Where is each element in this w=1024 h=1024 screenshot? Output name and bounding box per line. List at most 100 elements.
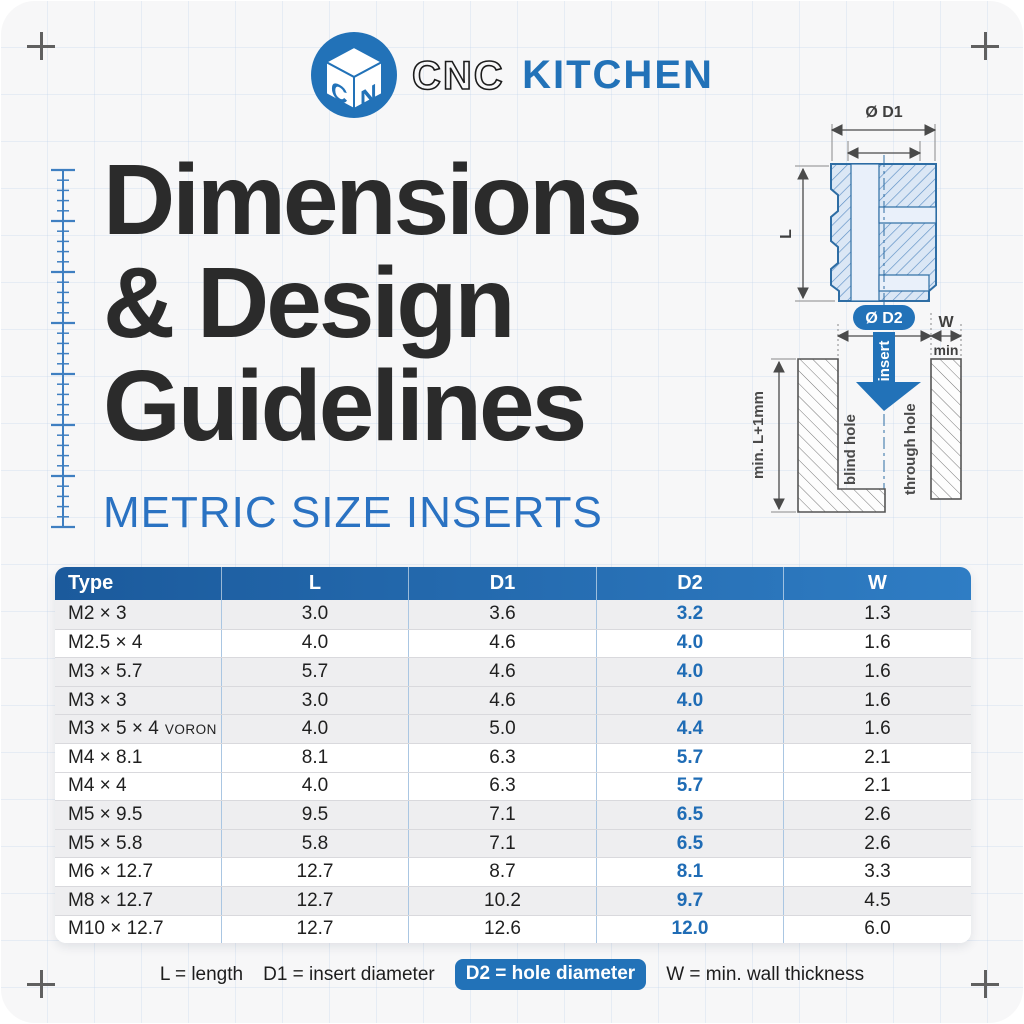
- cell-d1: 4.6: [408, 629, 596, 658]
- table-row: M3 × 5 × 4 VORON 4.0 5.0 4.4 1.6: [55, 714, 971, 743]
- cell-d2: 6.5: [596, 829, 783, 858]
- through-hole-block: [930, 358, 962, 500]
- cell-type: M3 × 5 × 4 VORON: [68, 718, 217, 740]
- cell-l: 4.0: [221, 715, 408, 743]
- title-block: Dimensions & Design Guidelines METRIC SI…: [103, 149, 643, 538]
- legend-item: W = min. wall thickness: [666, 963, 865, 985]
- cell-type: M5 × 9.5: [68, 803, 143, 825]
- table-body: M2 × 3 3.0 3.6 3.2 1.3 M2.5 × 4 4.0 4.6 4.0 1.6 M3…: [55, 600, 971, 944]
- table-row: M4 × 4 4.0 6.3 5.7 2.1: [55, 771, 971, 801]
- cell-l: 5.7: [221, 658, 408, 686]
- column-header-type: Type: [68, 572, 114, 594]
- cell-d1: 8.7: [408, 858, 596, 886]
- crosshair-mark: [971, 32, 999, 60]
- cell-d2: 4.0: [596, 629, 783, 658]
- cell-w: 2.6: [783, 829, 971, 858]
- extension-lines-depth: [771, 358, 796, 513]
- insert-arrow-label: insert: [876, 341, 893, 382]
- cell-d2: 4.0: [596, 658, 783, 686]
- dim-label-d2: Ø D2: [865, 310, 902, 327]
- page-title-line: Guidelines: [103, 350, 587, 462]
- cell-d1: 6.3: [408, 772, 596, 801]
- insert-bore: [850, 163, 880, 302]
- table-row: M5 × 9.5 9.5 7.1 6.5 2.6: [55, 800, 971, 829]
- cell-d2: 5.7: [596, 772, 783, 801]
- cell-d1: 7.1: [408, 829, 596, 858]
- column-header-d1: D1: [408, 567, 596, 600]
- cell-w: 1.6: [783, 715, 971, 743]
- cell-l: 4.0: [221, 772, 408, 801]
- crosshair-mark: [27, 32, 55, 60]
- extension-lines-top: [831, 124, 936, 161]
- cell-w: 4.5: [783, 886, 971, 915]
- cell-l: 5.8: [221, 829, 408, 858]
- table-header: Type L D1 D2 W: [55, 567, 971, 600]
- table-row: M3 × 5.7 5.7 4.6 4.0 1.6: [55, 657, 971, 686]
- table-row: M2 × 3 3.0 3.6 3.2 1.3: [55, 600, 971, 629]
- cell-w: 1.6: [783, 686, 971, 715]
- column-header-l: L: [221, 567, 408, 600]
- logo-letter-c: C: [331, 76, 348, 110]
- cell-d2: 4.4: [596, 715, 783, 743]
- crosshair-mark: [27, 970, 55, 998]
- cell-l: 3.0: [221, 686, 408, 715]
- d2-pill: [853, 305, 915, 330]
- ruler-svg: [51, 168, 75, 529]
- cell-type: M3 × 3: [68, 689, 127, 711]
- cell-type: M6 × 12.7: [68, 861, 154, 883]
- cnc-kitchen-logo-icon: C N: [311, 32, 398, 118]
- column-header-d2: D2: [596, 567, 783, 600]
- cell-d2: 3.2: [596, 600, 783, 629]
- legend: L = length D1 = insert diameter D2 = hole …: [1, 959, 1023, 990]
- insert-arrow: insert: [856, 332, 921, 411]
- cell-w: 1.3: [783, 600, 971, 629]
- cell-l: 3.0: [221, 600, 408, 629]
- cell-l: 8.1: [221, 743, 408, 772]
- table-row: M3 × 3 3.0 4.6 4.0 1.6: [55, 685, 971, 715]
- legend-item: L = length: [159, 963, 244, 985]
- logo-header: C N CNC KITCHEN: [1, 31, 1023, 119]
- brand-cnc-outline-text: CNC: [411, 53, 505, 99]
- cell-d1: 7.1: [408, 801, 596, 829]
- crosshair-mark: [971, 970, 999, 998]
- cell-d1: 5.0: [408, 715, 596, 743]
- page-subtitle: METRIC SIZE INSERTS: [103, 488, 603, 537]
- cell-w: 1.6: [783, 629, 971, 658]
- cell-type: M2.5 × 4: [68, 632, 143, 654]
- cell-d2: 5.7: [596, 743, 783, 772]
- cell-d2: 6.5: [596, 801, 783, 829]
- column-header-w: W: [783, 567, 971, 600]
- cell-type: M4 × 8.1: [68, 746, 143, 768]
- table-row: M8 × 12.7 12.7 10.2 9.7 4.5: [55, 885, 971, 915]
- cell-d1: 6.3: [408, 743, 596, 772]
- legend-pill: D2 = hole diameter: [454, 959, 647, 990]
- blind-hole-label: blind hole: [842, 414, 859, 485]
- cell-type: M2 × 3: [68, 603, 127, 625]
- brand-prefix: CNC: [412, 54, 505, 98]
- cell-l: 12.7: [221, 915, 408, 944]
- cell-w: 3.3: [783, 858, 971, 886]
- cell-type: M4 × 4: [68, 775, 127, 797]
- cell-d1: 4.6: [408, 686, 596, 715]
- insert-technical-drawing: Ø D1 L Ø D2 W min inser: [750, 104, 963, 513]
- cell-l: 4.0: [221, 629, 408, 658]
- cell-type: M3 × 5.7: [68, 660, 143, 682]
- brand-suffix: KITCHEN: [522, 52, 714, 97]
- cell-w: 2.1: [783, 743, 971, 772]
- cell-type: M5 × 5.8: [68, 832, 143, 854]
- table-row: M10 × 12.7 12.7 12.6 12.0 6.0: [55, 914, 971, 944]
- cell-type: M10 × 12.7: [68, 918, 164, 940]
- insert-groove: [878, 206, 937, 224]
- through-hole-label: through hole: [902, 403, 919, 495]
- dim-label-min: min: [934, 342, 959, 358]
- page-title-line: & Design: [103, 247, 515, 359]
- cell-d1: 4.6: [408, 658, 596, 686]
- cell-d1: 3.6: [408, 600, 596, 629]
- legend-item: D1 = insert diameter: [263, 963, 435, 985]
- extension-lines-left: [795, 165, 835, 302]
- cell-l: 9.5: [221, 801, 408, 829]
- dim-label-w: W: [938, 314, 954, 331]
- cell-d1: 12.6: [408, 915, 596, 944]
- cell-d1: 10.2: [408, 886, 596, 915]
